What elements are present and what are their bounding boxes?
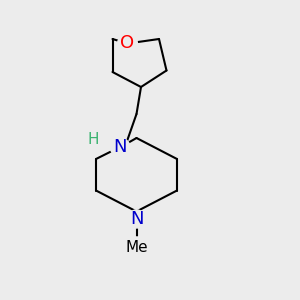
Text: N: N [113, 138, 127, 156]
Text: O: O [120, 34, 135, 52]
Ellipse shape [125, 237, 148, 258]
Text: Me: Me [125, 240, 148, 255]
Text: N: N [130, 210, 143, 228]
Text: H: H [87, 132, 99, 147]
Ellipse shape [118, 34, 137, 52]
Ellipse shape [85, 132, 101, 147]
Ellipse shape [127, 210, 146, 228]
Ellipse shape [110, 138, 130, 156]
